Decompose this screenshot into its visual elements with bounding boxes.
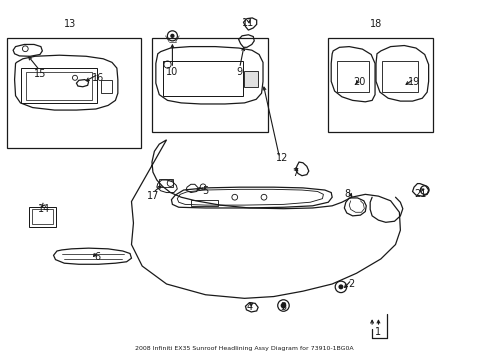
Text: 1: 1: [375, 327, 381, 337]
Bar: [152, 39, 267, 132]
Bar: [32, 210, 53, 224]
Text: 18: 18: [369, 19, 381, 29]
Bar: [190, 200, 217, 206]
Bar: [381, 61, 418, 93]
Text: 12: 12: [276, 153, 288, 163]
Text: 17: 17: [146, 191, 159, 201]
Bar: [336, 61, 368, 93]
Text: 6: 6: [94, 252, 100, 262]
Circle shape: [170, 34, 174, 38]
Bar: [159, 179, 173, 187]
Text: 3: 3: [280, 302, 286, 312]
Bar: [26, 72, 92, 100]
Text: 10: 10: [166, 67, 178, 77]
Text: 8: 8: [344, 189, 350, 199]
Circle shape: [338, 284, 343, 289]
Bar: [244, 71, 258, 87]
Text: 9: 9: [236, 67, 242, 77]
Text: 4: 4: [246, 302, 252, 312]
Bar: [163, 61, 243, 96]
Text: 2008 Infiniti EX35 Sunroof Headlining Assy Diagram for 73910-1BG0A: 2008 Infiniti EX35 Sunroof Headlining As…: [135, 346, 353, 351]
Bar: [7, 39, 141, 148]
Text: 19: 19: [407, 77, 419, 87]
Bar: [21, 68, 97, 103]
Text: 16: 16: [92, 73, 104, 83]
Text: 15: 15: [34, 69, 46, 79]
Text: 21: 21: [414, 189, 426, 199]
Text: 13: 13: [64, 19, 76, 29]
Text: 14: 14: [38, 204, 50, 214]
Bar: [29, 207, 56, 226]
Text: 2: 2: [348, 279, 354, 289]
Text: 5: 5: [202, 186, 208, 196]
Text: 7: 7: [292, 168, 298, 178]
Text: 20: 20: [352, 77, 365, 87]
Bar: [327, 39, 432, 132]
Circle shape: [280, 303, 286, 309]
Text: 11: 11: [242, 18, 254, 28]
Bar: [101, 80, 111, 93]
